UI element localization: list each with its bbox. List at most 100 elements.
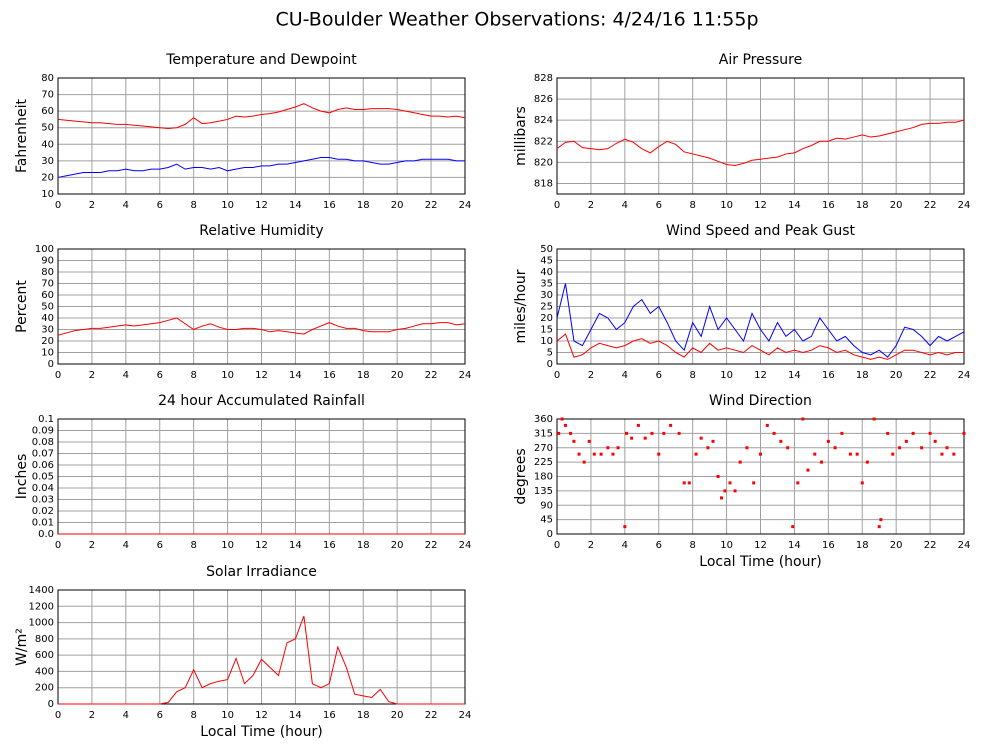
x-tick-label: 16 xyxy=(822,200,835,211)
x-tick-label: 20 xyxy=(890,540,903,551)
series-line xyxy=(58,615,465,705)
x-tick-label: 20 xyxy=(391,370,404,381)
x-tick-label: 12 xyxy=(255,370,268,381)
x-tick-label: 2 xyxy=(588,540,594,551)
y-tick-label: 0.07 xyxy=(32,449,54,460)
x-tick-label: 2 xyxy=(89,370,95,381)
x-tick-label: 4 xyxy=(622,540,628,551)
y-tick-label: 10 xyxy=(540,336,553,347)
y-tick-label: 818 xyxy=(534,178,553,189)
x-tick-label: 2 xyxy=(588,200,594,211)
x-tick-label: 16 xyxy=(822,540,835,551)
point xyxy=(606,446,610,450)
panel-title: Relative Humidity xyxy=(199,223,323,239)
point xyxy=(699,436,703,440)
point xyxy=(587,439,591,443)
point xyxy=(687,481,691,485)
y-tick-label: 0.01 xyxy=(32,518,54,529)
x-tick-label: 8 xyxy=(689,200,695,211)
x-tick-label: 18 xyxy=(357,370,370,381)
y-tick-label: 0 xyxy=(547,529,553,540)
y-tick-label: 828 xyxy=(534,73,553,84)
point xyxy=(877,525,881,529)
y-tick-label: 0.02 xyxy=(32,506,54,517)
y-axis-title: Fahrenheit xyxy=(14,98,30,173)
point xyxy=(940,452,944,456)
y-tick-label: 50 xyxy=(540,244,553,255)
point xyxy=(662,431,666,435)
y-tick-label: 30 xyxy=(41,325,54,336)
x-tick-label: 8 xyxy=(190,710,196,721)
x-tick-label: 20 xyxy=(391,200,404,211)
point xyxy=(962,431,966,435)
y-axis-title: W/m² xyxy=(14,628,30,666)
y-tick-label: 20 xyxy=(540,313,553,324)
panel-title: Air Pressure xyxy=(719,52,802,68)
y-tick-label: 40 xyxy=(41,313,54,324)
x-tick-label: 14 xyxy=(289,200,302,211)
x-tick-label: 24 xyxy=(459,200,472,211)
x-tick-label: 12 xyxy=(754,370,767,381)
point xyxy=(772,431,776,435)
y-tick-label: 824 xyxy=(534,115,553,126)
y-tick-label: 45 xyxy=(540,515,553,526)
point xyxy=(791,525,795,529)
plot-frame xyxy=(57,589,466,705)
y-axis-title: degrees xyxy=(513,448,529,504)
y-tick-label: 0.05 xyxy=(32,472,54,483)
x-tick-label: 14 xyxy=(289,540,302,551)
x-tick-label: 4 xyxy=(123,200,129,211)
point xyxy=(592,452,596,456)
x-tick-label: 20 xyxy=(391,540,404,551)
point xyxy=(557,431,561,435)
x-tick-label: 16 xyxy=(323,540,336,551)
x-tick-label: 20 xyxy=(890,200,903,211)
x-tick-label: 18 xyxy=(357,200,370,211)
x-tick-label: 0 xyxy=(554,370,560,381)
point xyxy=(813,452,817,456)
y-tick-label: 50 xyxy=(41,302,54,313)
point xyxy=(669,423,673,427)
x-tick-label: 22 xyxy=(924,540,937,551)
point xyxy=(623,525,627,529)
y-tick-label: 35 xyxy=(540,279,553,290)
x-tick-label: 24 xyxy=(459,370,472,381)
y-tick-label: 30 xyxy=(41,156,54,167)
x-tick-label: 14 xyxy=(788,540,801,551)
point xyxy=(733,489,737,493)
series-line xyxy=(556,283,965,358)
x-tick-label: 2 xyxy=(89,540,95,551)
y-tick-label: 10 xyxy=(41,348,54,359)
y-tick-label: 800 xyxy=(35,634,54,645)
x-tick-label: 8 xyxy=(190,540,196,551)
panel-title: Wind Speed and Peak Gust xyxy=(666,223,855,239)
x-tick-label: 10 xyxy=(221,200,234,211)
y-axis-title: millibars xyxy=(513,106,529,166)
panel-title: Temperature and Dewpoint xyxy=(165,52,357,68)
y-tick-label: 10 xyxy=(41,189,54,200)
x-tick-label: 2 xyxy=(89,710,95,721)
x-tick-label: 16 xyxy=(822,370,835,381)
point xyxy=(560,417,564,421)
point xyxy=(616,446,620,450)
point xyxy=(577,452,581,456)
point xyxy=(682,481,686,485)
x-axis-title: Local Time (hour) xyxy=(200,724,322,740)
x-tick-label: 0 xyxy=(55,370,61,381)
point xyxy=(891,452,895,456)
y-tick-label: 20 xyxy=(41,336,54,347)
point xyxy=(879,518,883,522)
point xyxy=(779,439,783,443)
x-tick-label: 14 xyxy=(289,370,302,381)
point xyxy=(723,489,727,493)
x-tick-label: 6 xyxy=(157,370,163,381)
x-tick-label: 18 xyxy=(357,540,370,551)
point xyxy=(625,431,629,435)
y-tick-label: 315 xyxy=(534,428,553,439)
x-tick-label: 12 xyxy=(255,200,268,211)
y-axis-title: Inches xyxy=(14,454,30,499)
plot-frame xyxy=(556,77,965,195)
y-tick-label: 50 xyxy=(41,123,54,134)
x-tick-label: 8 xyxy=(190,370,196,381)
x-tick-label: 22 xyxy=(425,540,438,551)
